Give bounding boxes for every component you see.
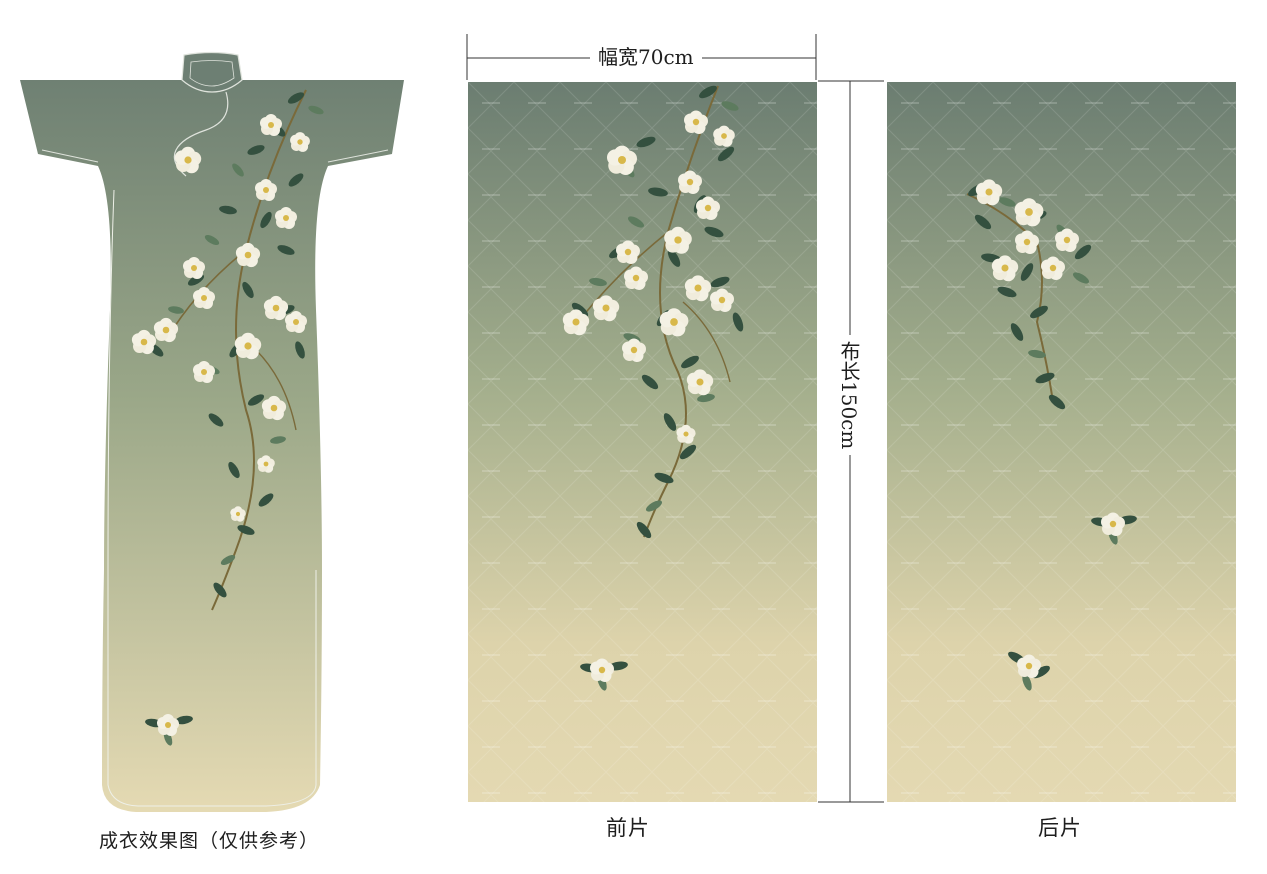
back-flower-cluster [966,179,1094,412]
front-panel-label: 前片 [606,816,650,840]
back-panel-label: 后片 [1038,816,1082,840]
garment-caption: 成衣效果图（仅供参考） [98,830,319,852]
back-panel [887,82,1236,802]
front-panel [468,82,817,802]
qipao-preview [16,50,408,815]
front-flower-vine [562,83,746,541]
qipao-flower-vine [131,89,325,611]
width-label: 幅宽70cm [590,44,702,70]
qipao-body [20,52,404,812]
length-label: 布长150cm [836,335,862,456]
